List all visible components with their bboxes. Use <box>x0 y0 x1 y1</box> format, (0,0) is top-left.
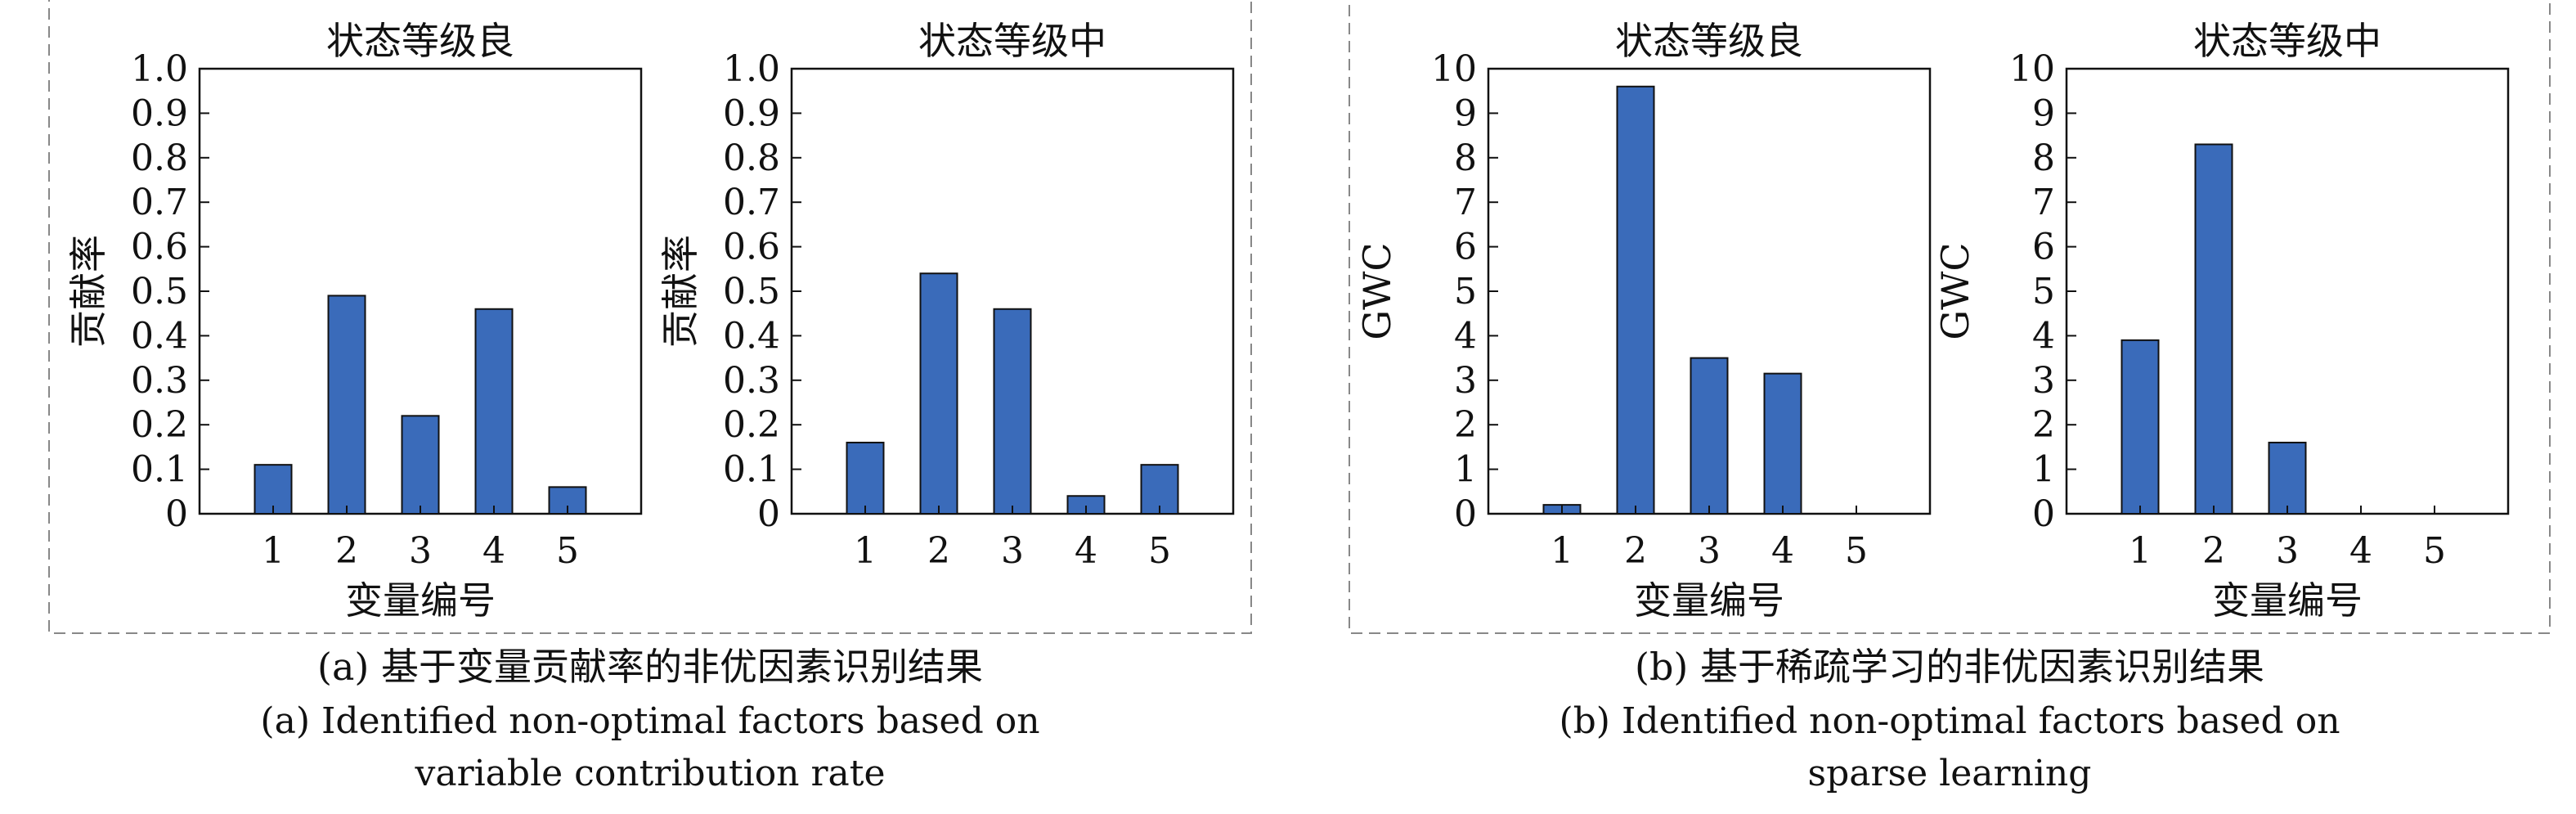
x-tick-label-4-5: 5 <box>2423 530 2446 572</box>
y-tick-label-1-0: 0 <box>165 493 188 535</box>
bar-1-2 <box>327 295 366 515</box>
y-tick-label-1-3: 0.3 <box>131 360 188 402</box>
y-axis-label-2: 贡献率 <box>658 235 702 348</box>
y-tick-label-1-6: 0.6 <box>131 227 188 268</box>
y-tick-label-3-2: 2 <box>1454 404 1477 446</box>
charts-layer: 00.10.20.30.40.50.60.70.80.91.01 2 3 4 5状态等级… <box>66 19 2510 623</box>
y-tick-label-3-9: 9 <box>1454 92 1477 134</box>
x-tick-label-4-4: 4 <box>2349 530 2372 572</box>
x-tick-label-4-3: 3 <box>2276 530 2299 572</box>
y-tick-label-1-5: 0.5 <box>131 271 188 313</box>
y-tick-label-2-1: 0.1 <box>723 449 780 491</box>
x-tick-label-3-1: 1 <box>1551 530 1573 572</box>
chart-title-4: 状态等级中 <box>2193 19 2381 63</box>
bar-3-4 <box>1763 372 1802 515</box>
y-tick-label-4-3: 3 <box>2032 360 2055 402</box>
y-axis-label-4: GWC <box>1933 242 1977 340</box>
panel-a-frame <box>48 0 1252 634</box>
bar-4-3 <box>2268 441 2307 515</box>
y-tick-label-3-10: 10 <box>1431 48 1477 90</box>
y-tick-label-3-1: 1 <box>1454 449 1477 491</box>
y-tick-label-4-6: 6 <box>2032 227 2055 268</box>
y-tick-label-2-5: 0.5 <box>723 271 780 313</box>
bar-1-3 <box>401 415 440 515</box>
chart-title-1: 状态等级良 <box>326 19 514 63</box>
y-tick-label-1-1: 0.1 <box>131 449 188 491</box>
y-tick-label-2-10: 1.0 <box>723 48 780 90</box>
y-tick-label-2-3: 0.3 <box>723 360 780 402</box>
bar-2-1 <box>846 441 885 515</box>
caption-b-en-1: (b) Identified non-optimal factors based… <box>1559 700 2340 742</box>
y-tick-label-2-2: 0.2 <box>723 404 780 446</box>
panel-b-frame <box>1349 0 2551 634</box>
y-tick-label-3-4: 4 <box>1454 315 1477 357</box>
x-tick-label-3-5: 5 <box>1845 530 1868 572</box>
y-axis-label-3: GWC <box>1355 242 1399 340</box>
y-tick-label-2-7: 0.7 <box>723 182 780 223</box>
y-tick-label-2-4: 0.4 <box>723 315 780 357</box>
x-tick-label-4-2: 2 <box>2202 530 2225 572</box>
bar-2-3 <box>993 308 1032 515</box>
bar-3-2 <box>1616 85 1655 515</box>
y-tick-label-4-1: 1 <box>2032 449 2055 491</box>
x-tick-label-1-1: 1 <box>262 530 285 572</box>
y-tick-label-3-6: 6 <box>1454 227 1477 268</box>
y-tick-label-2-6: 0.6 <box>723 227 780 268</box>
x-tick-label-3-3: 3 <box>1698 530 1721 572</box>
y-tick-label-2-0: 0 <box>757 493 780 535</box>
y-tick-label-1-8: 0.8 <box>131 137 188 179</box>
y-tick-label-4-2: 2 <box>2032 404 2055 446</box>
chart-title-3: 状态等级良 <box>1615 19 1803 63</box>
x-tick-label-2-4: 4 <box>1075 530 1097 572</box>
bar-3-3 <box>1690 357 1729 515</box>
y-tick-label-1-10: 1.0 <box>131 48 188 90</box>
x-tick-label-1-3: 3 <box>409 530 432 572</box>
x-tick-label-3-2: 2 <box>1624 530 1647 572</box>
y-tick-label-4-9: 9 <box>2032 92 2055 134</box>
bar-4-1 <box>2120 339 2160 515</box>
x-tick-label-1-4: 4 <box>482 530 505 572</box>
x-axis-label-3: 变量编号 <box>1634 578 1784 623</box>
y-tick-label-1-7: 0.7 <box>131 182 188 223</box>
y-tick-label-4-8: 8 <box>2032 137 2055 179</box>
x-tick-label-3-4: 4 <box>1771 530 1794 572</box>
y-tick-label-3-0: 0 <box>1454 493 1477 535</box>
y-tick-label-4-10: 10 <box>2009 48 2055 90</box>
caption-b-cn: (b) 基于稀疏学习的非优因素识别结果 <box>1635 645 2264 689</box>
bar-2-2 <box>919 272 958 515</box>
y-tick-label-2-8: 0.8 <box>723 137 780 179</box>
y-axis-label-1: 贡献率 <box>66 235 110 348</box>
y-tick-label-3-7: 7 <box>1454 182 1477 223</box>
y-tick-label-3-8: 8 <box>1454 137 1477 179</box>
y-tick-label-4-5: 5 <box>2032 271 2055 313</box>
y-tick-label-3-5: 5 <box>1454 271 1477 313</box>
y-tick-label-1-9: 0.9 <box>131 92 188 134</box>
x-tick-label-2-5: 5 <box>1148 530 1171 572</box>
y-tick-label-2-9: 0.9 <box>723 92 780 134</box>
chart-title-2: 状态等级中 <box>918 19 1106 63</box>
y-tick-label-1-2: 0.2 <box>131 404 188 446</box>
y-tick-label-4-7: 7 <box>2032 182 2055 223</box>
x-tick-label-1-5: 5 <box>556 530 579 572</box>
y-tick-label-1-4: 0.4 <box>131 315 188 357</box>
caption-a-en-2: variable contribution rate <box>415 753 886 794</box>
caption-b-en-2: sparse learning <box>1807 753 2092 794</box>
y-tick-label-4-4: 4 <box>2032 315 2055 357</box>
x-tick-label-1-2: 2 <box>335 530 358 572</box>
y-tick-label-4-0: 0 <box>2032 493 2055 535</box>
bar-4-2 <box>2194 143 2233 515</box>
x-axis-label-4: 变量编号 <box>2212 578 2363 623</box>
caption-a-cn: (a) 基于变量贡献率的非优因素识别结果 <box>317 645 983 689</box>
caption-a-en-1: (a) Identified non-optimal factors based… <box>260 700 1040 742</box>
x-tick-label-2-2: 2 <box>927 530 950 572</box>
x-tick-label-4-1: 1 <box>2129 530 2152 572</box>
y-tick-label-3-3: 3 <box>1454 360 1477 402</box>
bar-1-4 <box>474 308 514 515</box>
x-axis-label-1: 变量编号 <box>345 578 496 623</box>
x-tick-label-2-1: 1 <box>854 530 877 572</box>
x-tick-label-2-3: 3 <box>1001 530 1024 572</box>
